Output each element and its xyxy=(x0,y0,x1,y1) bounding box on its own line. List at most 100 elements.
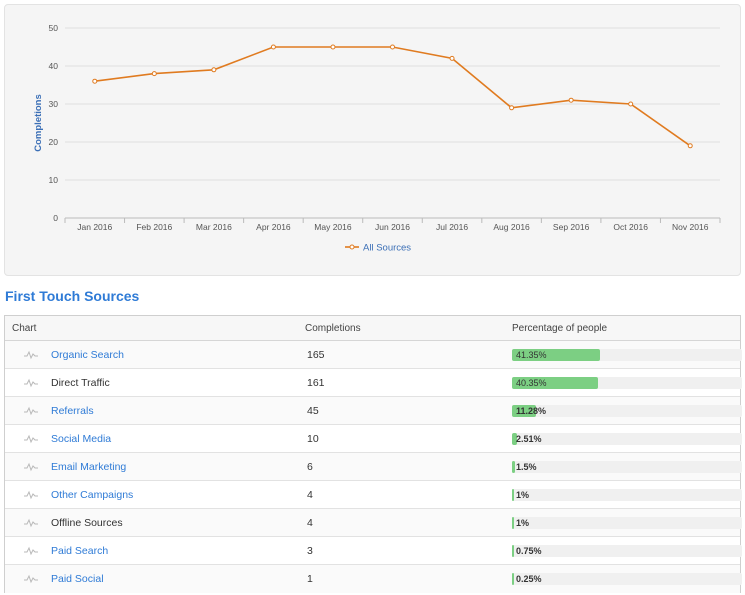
data-point xyxy=(330,44,336,50)
completions-chart-panel: 0 10 20 30 40 50 Jan 2016 Feb 2016 Mar 2016 Apr 2… xyxy=(4,4,741,276)
sparkline-icon[interactable] xyxy=(24,462,38,472)
percentage-bar-fill xyxy=(512,349,600,361)
completions-line-chart: 0 10 20 30 40 50 Jan 2016 Feb 2016 Mar 2016 Apr 2… xyxy=(33,23,721,254)
percentage-bar-track: 40.35% xyxy=(512,377,742,389)
source-link[interactable]: Organic Search xyxy=(51,349,124,361)
table-row: Email Marketing 6 1.5% xyxy=(5,453,742,481)
data-point xyxy=(628,101,634,107)
completions-value: 161 xyxy=(307,377,325,389)
x-tick-label: Jul 2016 xyxy=(436,222,468,232)
percentage-label: 11.28% xyxy=(516,406,547,416)
percentage-bar-track: 0.75% xyxy=(512,545,742,557)
x-tick-label: Jan 2016 xyxy=(77,222,112,232)
table-row: Paid Search 3 0.75% xyxy=(5,537,742,565)
x-tick-label: Nov 2016 xyxy=(672,222,709,232)
x-tick-label: Feb 2016 xyxy=(136,222,172,232)
x-tick-label: Aug 2016 xyxy=(493,222,530,232)
y-tick-label: 20 xyxy=(49,137,59,147)
percentage-label: 40.35% xyxy=(516,378,547,388)
source-link[interactable]: Email Marketing xyxy=(51,461,127,473)
completions-value: 4 xyxy=(307,489,313,501)
header-completions: Completions xyxy=(305,323,361,334)
legend-label: All Sources xyxy=(363,243,411,254)
source-link[interactable]: Paid Social xyxy=(51,573,104,585)
table-row: Social Media 10 2.51% xyxy=(5,425,742,453)
source-link[interactable]: Other Campaigns xyxy=(51,489,134,501)
completions-value: 1 xyxy=(307,573,313,585)
source-link[interactable]: Referrals xyxy=(51,405,94,417)
table-body: Organic Search 165 41.35% Direct Traffic 161… xyxy=(5,341,742,593)
percentage-bar-fill xyxy=(512,545,514,557)
source-link[interactable]: Paid Search xyxy=(51,545,109,557)
data-point xyxy=(449,55,455,61)
table-row: Direct Traffic 161 40.35% xyxy=(5,369,742,397)
percentage-bar-track: 41.35% xyxy=(512,349,742,361)
percentage-label: 1% xyxy=(516,490,530,500)
percentage-label: 0.75% xyxy=(516,546,542,556)
data-point xyxy=(92,78,98,84)
completions-value: 10 xyxy=(307,433,319,445)
x-tick-label: Oct 2016 xyxy=(613,222,648,232)
y-tick-label: 50 xyxy=(49,23,59,33)
percentage-label: 1% xyxy=(516,518,530,528)
x-tick-label: May 2016 xyxy=(314,222,352,232)
source-name: Offline Sources xyxy=(51,517,123,529)
completions-value: 165 xyxy=(307,349,325,361)
sparkline-icon[interactable] xyxy=(24,434,38,444)
percentage-bar-fill xyxy=(512,489,515,501)
sparkline-icon[interactable] xyxy=(24,350,38,360)
percentage-bar-fill xyxy=(512,405,536,417)
percentage-label: 2.51% xyxy=(516,434,542,444)
data-point xyxy=(687,143,693,149)
first-touch-sources-table: Chart Completions Percentage of people O… xyxy=(4,315,742,593)
x-tick-label: Jun 2016 xyxy=(375,222,410,232)
table-header: Chart Completions Percentage of people xyxy=(5,316,740,341)
sparkline-icon[interactable] xyxy=(24,546,38,556)
x-tick-label: Sep 2016 xyxy=(553,222,590,232)
percentage-bar-track: 1.5% xyxy=(512,461,742,473)
source-name: Direct Traffic xyxy=(51,377,110,389)
y-axis-label: Completions xyxy=(33,94,44,152)
percentage-bar-track: 1% xyxy=(512,517,742,529)
x-tick-label: Apr 2016 xyxy=(256,222,291,232)
section-title: First Touch Sources xyxy=(5,288,140,304)
data-point xyxy=(151,71,157,77)
percentage-bar-fill xyxy=(512,433,518,445)
data-point xyxy=(390,44,395,50)
percentage-bar-fill xyxy=(512,573,514,585)
percentage-bar-fill xyxy=(512,461,516,473)
percentage-label: 41.35% xyxy=(516,350,547,360)
y-tick-label: 0 xyxy=(53,213,58,223)
table-row: Paid Social 1 0.25% xyxy=(5,565,742,593)
completions-value: 4 xyxy=(307,517,313,529)
legend-marker xyxy=(349,244,355,250)
data-point xyxy=(270,44,276,50)
percentage-bar-track: 1% xyxy=(512,489,742,501)
percentage-label: 1.5% xyxy=(516,462,537,472)
completions-value: 6 xyxy=(307,461,313,473)
data-point xyxy=(211,67,217,73)
sparkline-icon[interactable] xyxy=(24,490,38,500)
sparkline-icon[interactable] xyxy=(24,406,38,416)
percentage-label: 0.25% xyxy=(516,574,542,584)
table-row: Organic Search 165 41.35% xyxy=(5,341,742,369)
percentage-bar-fill xyxy=(512,377,598,389)
data-point xyxy=(568,97,574,103)
table-row: Offline Sources 4 1% xyxy=(5,509,742,537)
completions-value: 45 xyxy=(307,405,319,417)
sparkline-icon[interactable] xyxy=(24,574,38,584)
x-tick-label: Mar 2016 xyxy=(196,222,232,232)
table-row: Referrals 45 11.28% xyxy=(5,397,742,425)
data-point xyxy=(509,105,515,111)
percentage-bar-track: 0.25% xyxy=(512,573,742,585)
sparkline-icon[interactable] xyxy=(24,378,38,388)
source-link[interactable]: Social Media xyxy=(51,433,112,445)
header-percentage: Percentage of people xyxy=(512,323,608,334)
percentage-bar-fill xyxy=(512,517,515,529)
y-tick-label: 40 xyxy=(49,61,59,71)
completions-value: 3 xyxy=(307,545,313,557)
percentage-bar-track: 2.51% xyxy=(512,433,742,445)
table-row: Other Campaigns 4 1% xyxy=(5,481,742,509)
header-chart: Chart xyxy=(12,323,37,334)
sparkline-icon[interactable] xyxy=(24,518,38,528)
